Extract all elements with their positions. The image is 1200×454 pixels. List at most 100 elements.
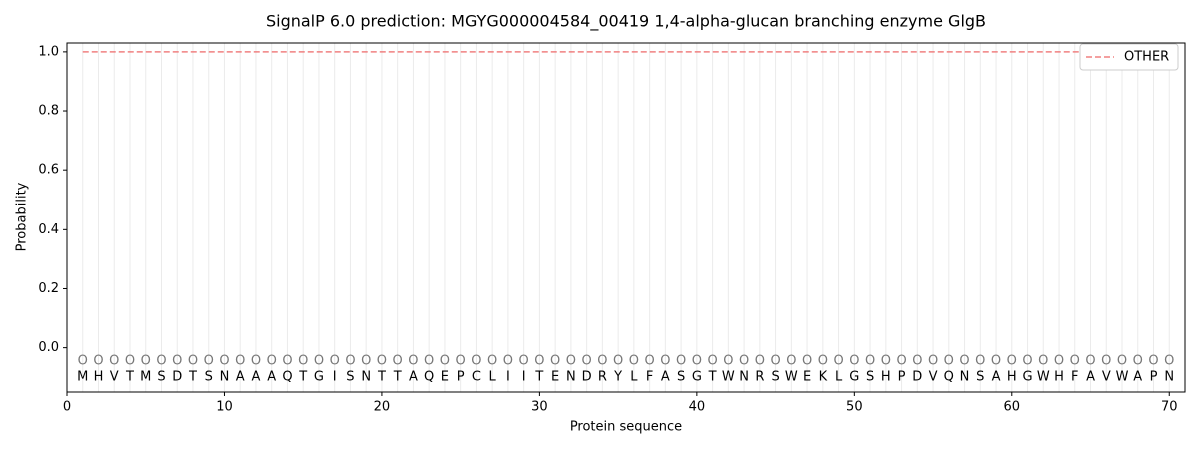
residue-label: N — [960, 370, 970, 385]
residue-label: A — [236, 370, 245, 385]
residue-label: Q — [944, 370, 954, 385]
residue-label: W — [785, 370, 798, 385]
region-label: O — [660, 354, 670, 369]
residue-label: A — [992, 370, 1001, 385]
residue-label: I — [333, 370, 337, 385]
region-label: O — [330, 354, 340, 369]
region-label: O — [723, 354, 733, 369]
region-label: O — [739, 354, 749, 369]
residue-label: P — [457, 370, 465, 385]
region-label: O — [141, 354, 151, 369]
residue-label: E — [551, 370, 559, 385]
region-label: O — [849, 354, 859, 369]
residue-label: A — [252, 370, 261, 385]
region-label: O — [991, 354, 1001, 369]
region-label: O — [503, 354, 513, 369]
region-label: O — [219, 354, 229, 369]
region-label: O — [1148, 354, 1158, 369]
region-label: O — [1038, 354, 1048, 369]
region-label: O — [1085, 354, 1095, 369]
x-tick-label: 70 — [1161, 400, 1178, 415]
region-label: O — [78, 354, 88, 369]
region-label: O — [550, 354, 560, 369]
region-label: O — [645, 354, 655, 369]
region-label: O — [582, 354, 592, 369]
residue-label: H — [94, 370, 104, 385]
region-label: O — [1054, 354, 1064, 369]
residue-label: G — [692, 370, 702, 385]
region-label: O — [440, 354, 450, 369]
residue-label: N — [1164, 370, 1174, 385]
residue-label: S — [976, 370, 984, 385]
chart-title: SignalP 6.0 prediction: MGYG000004584_00… — [266, 12, 986, 32]
region-label: O — [393, 354, 403, 369]
residue-label: Q — [282, 370, 292, 385]
residue-label: D — [172, 370, 182, 385]
residue-label: N — [220, 370, 230, 385]
residue-label: H — [881, 370, 891, 385]
residue-label: L — [630, 370, 638, 385]
legend-box — [1079, 43, 1179, 71]
residue-label: I — [522, 370, 526, 385]
region-label: O — [975, 354, 985, 369]
residue-label: S — [205, 370, 213, 385]
residue-label: M — [77, 370, 88, 385]
residue-label: R — [755, 370, 764, 385]
residue-label: S — [157, 370, 165, 385]
residue-label: W — [722, 370, 735, 385]
region-label: O — [93, 354, 103, 369]
y-tick-label: 0.6 — [38, 163, 59, 178]
residue-label: A — [409, 370, 418, 385]
region-label: O — [707, 354, 717, 369]
residue-label: P — [898, 370, 906, 385]
x-tick-label: 60 — [1004, 400, 1021, 415]
residue-label: G — [849, 370, 859, 385]
region-label: O — [282, 354, 292, 369]
region-label: O — [1133, 354, 1143, 369]
residue-label: V — [110, 370, 119, 385]
residue-label: T — [188, 370, 197, 385]
region-label: O — [912, 354, 922, 369]
region-label: O — [613, 354, 623, 369]
residue-label: T — [125, 370, 134, 385]
region-label: O — [1070, 354, 1080, 369]
residue-label: R — [598, 370, 607, 385]
region-label: O — [1117, 354, 1127, 369]
region-label: O — [818, 354, 828, 369]
residue-label: D — [912, 370, 922, 385]
x-tick-label: 20 — [374, 400, 391, 415]
x-tick-label: 30 — [531, 400, 548, 415]
residue-label: T — [534, 370, 543, 385]
y-tick-label: 0.0 — [38, 340, 59, 355]
x-tick-label: 50 — [846, 400, 863, 415]
residue-label: A — [1086, 370, 1095, 385]
region-label: O — [896, 354, 906, 369]
region-label: O — [204, 354, 214, 369]
residue-label: W — [1116, 370, 1129, 385]
residue-label: A — [1133, 370, 1142, 385]
x-tick-label: 10 — [216, 400, 233, 415]
residue-label: S — [866, 370, 874, 385]
plot-frame — [66, 42, 1186, 393]
residue-label: Q — [424, 370, 434, 385]
residue-label: H — [1007, 370, 1017, 385]
region-label: O — [345, 354, 355, 369]
residue-label: P — [1150, 370, 1158, 385]
y-tick-label: 0.8 — [38, 104, 59, 119]
residue-label: T — [298, 370, 307, 385]
residue-label: F — [646, 370, 653, 385]
residue-label: F — [1071, 370, 1078, 385]
region-label: O — [471, 354, 481, 369]
x-tick-label: 0 — [63, 400, 71, 415]
residue-label: H — [1054, 370, 1064, 385]
region-label: O — [881, 354, 891, 369]
region-label: O — [928, 354, 938, 369]
x-axis-label: Protein sequence — [570, 420, 682, 435]
region-label: O — [959, 354, 969, 369]
region-label: O — [172, 354, 182, 369]
region-label: O — [361, 354, 371, 369]
region-label: O — [267, 354, 277, 369]
region-label: O — [456, 354, 466, 369]
region-label: O — [424, 354, 434, 369]
